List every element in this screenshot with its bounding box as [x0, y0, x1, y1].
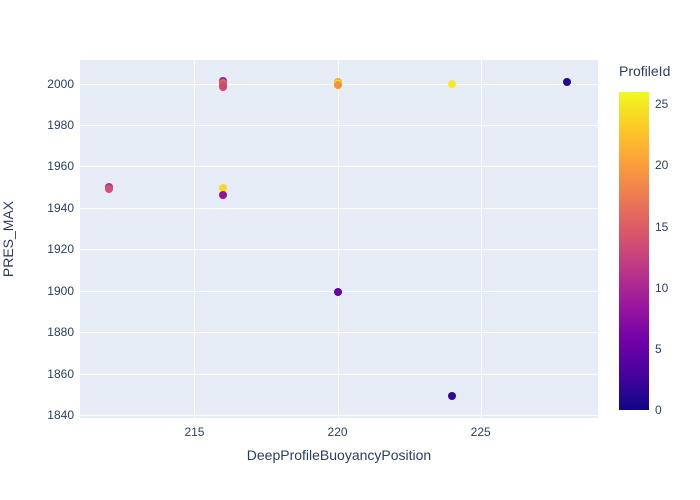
y-gridline	[80, 415, 598, 417]
y-gridline	[80, 207, 598, 209]
y-gridline	[80, 249, 598, 251]
y-gridline	[80, 166, 598, 168]
scatter-point[interactable]	[219, 191, 228, 200]
colorbar-tick-label: 15	[655, 219, 669, 234]
y-tick-label: 1940	[47, 200, 74, 215]
y-tick-label: 1960	[47, 159, 74, 174]
x-gridline	[337, 60, 339, 418]
scatter-point[interactable]	[333, 287, 342, 296]
scatter-point[interactable]	[333, 81, 342, 90]
y-gridline	[80, 125, 598, 127]
y-tick-label: 1880	[47, 325, 74, 340]
x-tick-label: 215	[184, 425, 205, 439]
y-tick-label: 2000	[47, 76, 74, 91]
scatter-point[interactable]	[219, 83, 228, 92]
scatter-point[interactable]	[104, 185, 113, 194]
colorbar-tick-label: 25	[655, 97, 669, 112]
y-gridline	[80, 373, 598, 375]
scatter-point[interactable]	[448, 392, 457, 401]
colorbar-tick-label: 10	[655, 280, 669, 295]
colorbar-tick-label: 20	[655, 158, 669, 173]
y-tick-label: 1980	[47, 118, 74, 133]
x-gridline	[480, 60, 482, 418]
scatter-point[interactable]	[219, 184, 228, 193]
y-tick-label: 1920	[47, 242, 74, 257]
y-gridline	[80, 332, 598, 334]
colorbar-gradient	[619, 92, 649, 410]
scatter-point[interactable]	[562, 77, 571, 86]
colorbar-tick-label: 5	[655, 341, 662, 356]
colorbar-tick-label: 0	[655, 403, 662, 417]
x-gridline	[194, 60, 196, 418]
x-tick-label: 220	[327, 425, 348, 439]
scatter-point[interactable]	[448, 79, 457, 88]
x-axis-title: DeepProfileBuoyancyPosition	[246, 447, 432, 463]
plot-area[interactable]	[80, 60, 598, 418]
y-tick-label: 1860	[47, 366, 74, 381]
y-tick-label: 1840	[47, 408, 74, 423]
x-tick-label: 225	[470, 425, 491, 439]
y-axis-title: PRES_MAX	[0, 200, 16, 278]
colorbar-title: ProfileId	[619, 63, 671, 79]
y-tick-label: 1900	[47, 283, 74, 298]
